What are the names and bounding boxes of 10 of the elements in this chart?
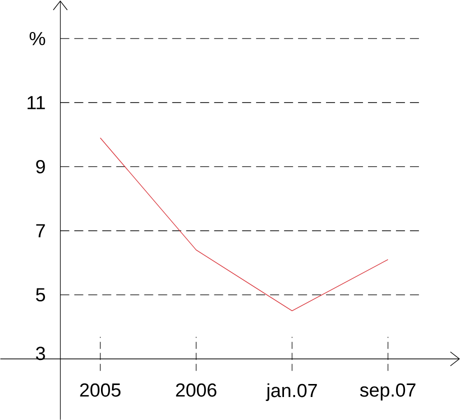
y-tick-label: % bbox=[30, 32, 46, 46]
x-tick-label: sep.07 bbox=[360, 383, 416, 400]
line-series bbox=[100, 137, 388, 312]
y-tick-label: 5 bbox=[36, 288, 46, 302]
x-tick-label: 2006 bbox=[176, 383, 216, 397]
y-tick-label: 9 bbox=[36, 160, 45, 174]
y-tick-label: 7 bbox=[36, 224, 45, 238]
y-tick-label: 11 bbox=[28, 96, 45, 110]
x-tick-label: jan.07 bbox=[266, 383, 317, 401]
x-tick-label: 2005 bbox=[80, 383, 120, 397]
